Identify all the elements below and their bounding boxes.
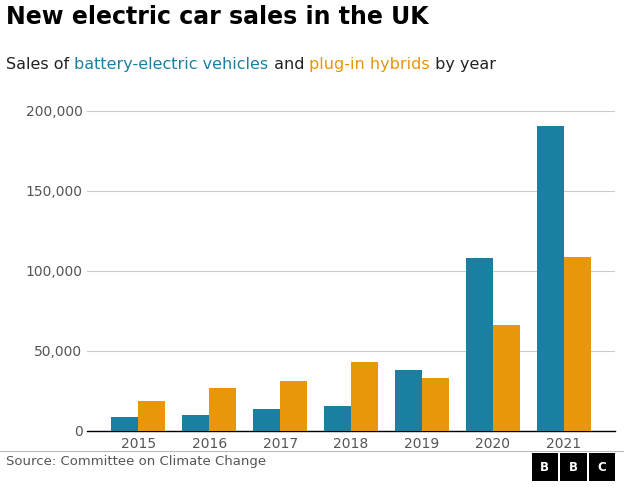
Bar (395, 371, 422, 431)
Bar (182, 415, 209, 431)
Text: B: B (540, 461, 549, 473)
Bar (537, 126, 563, 431)
Text: plug-in hybrids: plug-in hybrids (310, 57, 430, 72)
Bar (563, 257, 591, 431)
Bar (139, 401, 165, 431)
Bar (324, 406, 351, 431)
Bar (280, 381, 307, 431)
Bar (466, 258, 493, 431)
Bar (351, 362, 378, 431)
Bar (209, 388, 236, 431)
Bar (253, 409, 280, 431)
Bar (111, 416, 139, 431)
Text: Source: Committee on Climate Change: Source: Committee on Climate Change (6, 455, 266, 468)
Text: by year: by year (430, 57, 496, 72)
Text: and: and (268, 57, 310, 72)
Text: Sales of: Sales of (6, 57, 74, 72)
Text: B: B (569, 461, 578, 473)
Bar (422, 378, 449, 431)
Text: New electric car sales in the UK: New electric car sales in the UK (6, 5, 429, 29)
Bar (493, 325, 520, 431)
Text: C: C (598, 461, 607, 473)
Text: battery-electric vehicles: battery-electric vehicles (74, 57, 268, 72)
